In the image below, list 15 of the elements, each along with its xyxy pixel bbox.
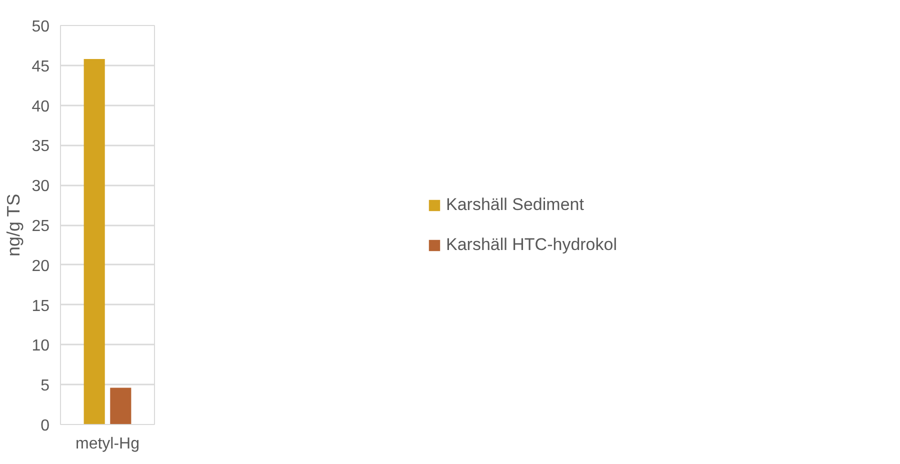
y-tick-label: 40 xyxy=(32,98,50,116)
y-tick-label: 10 xyxy=(32,338,50,355)
y-tick-label: 20 xyxy=(32,258,50,275)
legend-label: Karshäll Sediment xyxy=(446,194,584,214)
y-axis-title: ng/g TS xyxy=(4,194,24,257)
y-tick-label: 45 xyxy=(32,58,50,76)
y-tick-label: 30 xyxy=(32,178,50,196)
y-tick-label: 50 xyxy=(32,18,50,36)
legend-label: Karshäll HTC-hydrokol xyxy=(446,234,617,254)
y-tick-label: 15 xyxy=(32,298,50,315)
y-tick-label: 35 xyxy=(32,138,50,156)
y-tick-label: 5 xyxy=(40,378,50,395)
y-tick-label: 0 xyxy=(40,418,50,434)
y-tick-label: 25 xyxy=(32,218,50,235)
x-tick-label: metyl-Hg xyxy=(75,436,140,452)
